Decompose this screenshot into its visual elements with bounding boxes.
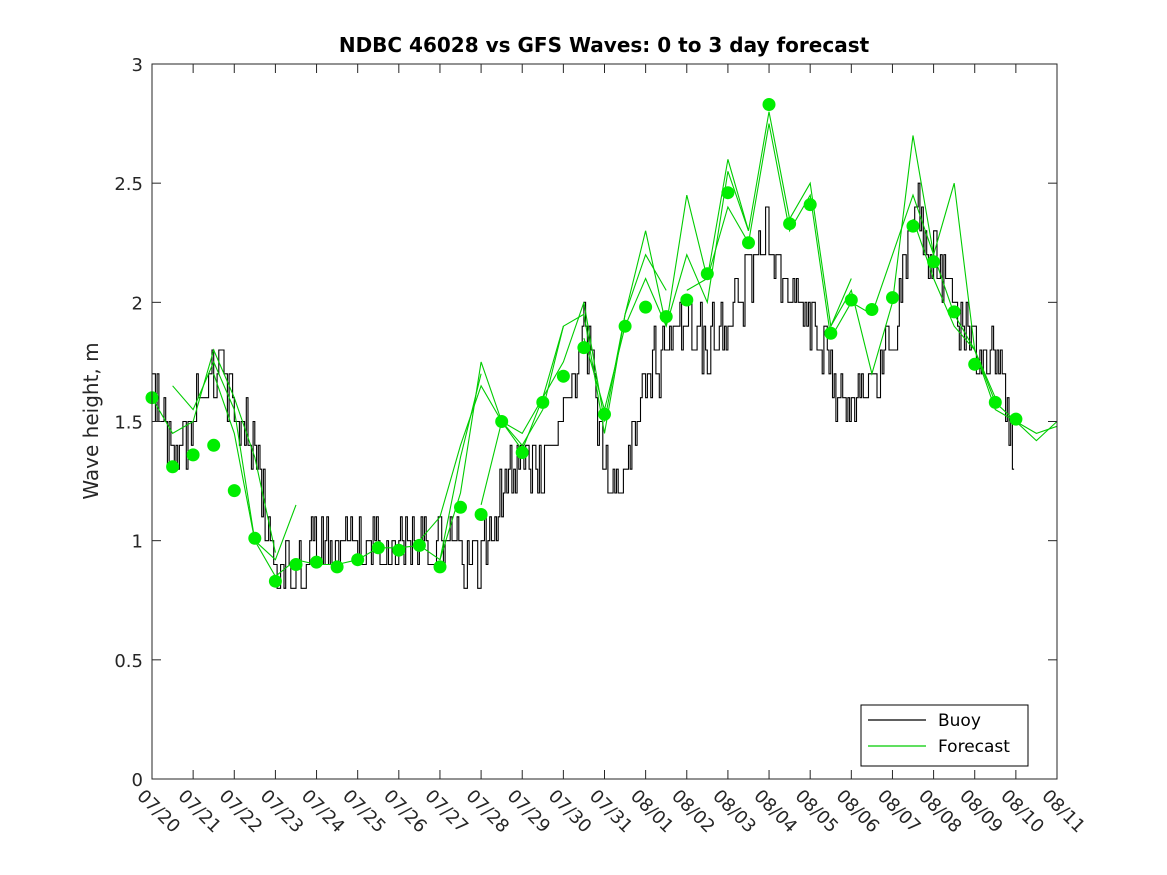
analysis-dot-34 bbox=[824, 326, 838, 340]
analysis-dot-24 bbox=[618, 319, 632, 333]
analysis-dot-19 bbox=[515, 446, 529, 459]
analysis-dot-25 bbox=[639, 300, 653, 314]
analysis-dot-27 bbox=[680, 293, 694, 307]
y-tick-label: 0.5 bbox=[114, 651, 143, 672]
analysis-dot-38 bbox=[906, 219, 920, 233]
y-axis-label: Wave height, m bbox=[79, 342, 103, 499]
analysis-dot-18 bbox=[495, 415, 509, 428]
analysis-dot-21 bbox=[556, 369, 570, 383]
analysis-dot-26 bbox=[659, 310, 673, 324]
analysis-dot-35 bbox=[844, 293, 858, 307]
analysis-dot-40 bbox=[947, 305, 961, 319]
analysis-dot-13 bbox=[392, 543, 406, 557]
analysis-dot-15 bbox=[433, 560, 447, 574]
forecast-series-line-5 bbox=[439, 253, 667, 560]
analysis-dot-17 bbox=[474, 508, 488, 521]
analysis-dot-28 bbox=[700, 267, 714, 281]
analysis-dot-30 bbox=[742, 236, 755, 250]
analysis-dot-8 bbox=[289, 558, 303, 571]
y-tick-label: 1.5 bbox=[114, 413, 143, 434]
analysis-dot-33 bbox=[803, 198, 817, 212]
analysis-dot-6 bbox=[248, 531, 262, 545]
legend-box bbox=[860, 704, 1029, 767]
forecast-series-line-1 bbox=[151, 348, 276, 553]
analysis-dot-20 bbox=[536, 395, 550, 409]
legend-buoy-label: Buoy bbox=[938, 711, 981, 731]
analysis-dot-9 bbox=[310, 555, 323, 569]
analysis-dot-7 bbox=[268, 574, 282, 588]
analysis-dot-3 bbox=[186, 448, 200, 462]
analysis-dot-41 bbox=[968, 357, 982, 371]
chart-title: NDBC 46028 vs GFS Waves: 0 to 3 day fore… bbox=[339, 33, 870, 57]
analysis-dot-11 bbox=[351, 553, 365, 567]
y-tick-label: 2 bbox=[132, 293, 143, 314]
y-tick-label: 3 bbox=[132, 55, 143, 76]
y-tick-label: 2.5 bbox=[114, 174, 143, 195]
analysis-dot-2 bbox=[166, 460, 180, 474]
y-tick-label: 1 bbox=[132, 532, 143, 553]
analysis-dot-42 bbox=[988, 395, 1002, 409]
analysis-dot-14 bbox=[412, 538, 426, 552]
forecast-series-line-7 bbox=[583, 111, 852, 412]
analysis-dot-16 bbox=[454, 500, 467, 514]
analysis-dot-31 bbox=[762, 98, 776, 111]
forecast-series-line-10 bbox=[912, 218, 1058, 435]
forecast-series-line-2 bbox=[172, 360, 297, 561]
analysis-dot-22 bbox=[577, 341, 591, 355]
analysis-dot-37 bbox=[886, 291, 899, 305]
analysis-dot-43 bbox=[1009, 412, 1023, 426]
forecast-series-line-9 bbox=[830, 135, 1058, 442]
analysis-dot-39 bbox=[927, 255, 941, 269]
forecast-series-line-8 bbox=[686, 123, 996, 398]
analysis-dot-12 bbox=[371, 541, 385, 555]
analysis-dot-32 bbox=[783, 217, 797, 231]
y-tick-label: 0 bbox=[132, 770, 143, 791]
analysis-dot-23 bbox=[598, 407, 611, 421]
forecast-series-line-3 bbox=[213, 373, 482, 578]
analysis-dot-10 bbox=[330, 560, 344, 574]
legend: Buoy Forecast bbox=[860, 704, 1029, 767]
legend-forecast-label: Forecast bbox=[938, 737, 1010, 757]
analysis-dot-4 bbox=[207, 438, 221, 452]
analysis-dot-36 bbox=[865, 303, 879, 316]
analysis-dot-5 bbox=[227, 484, 241, 498]
analysis-dot-29 bbox=[721, 186, 735, 200]
